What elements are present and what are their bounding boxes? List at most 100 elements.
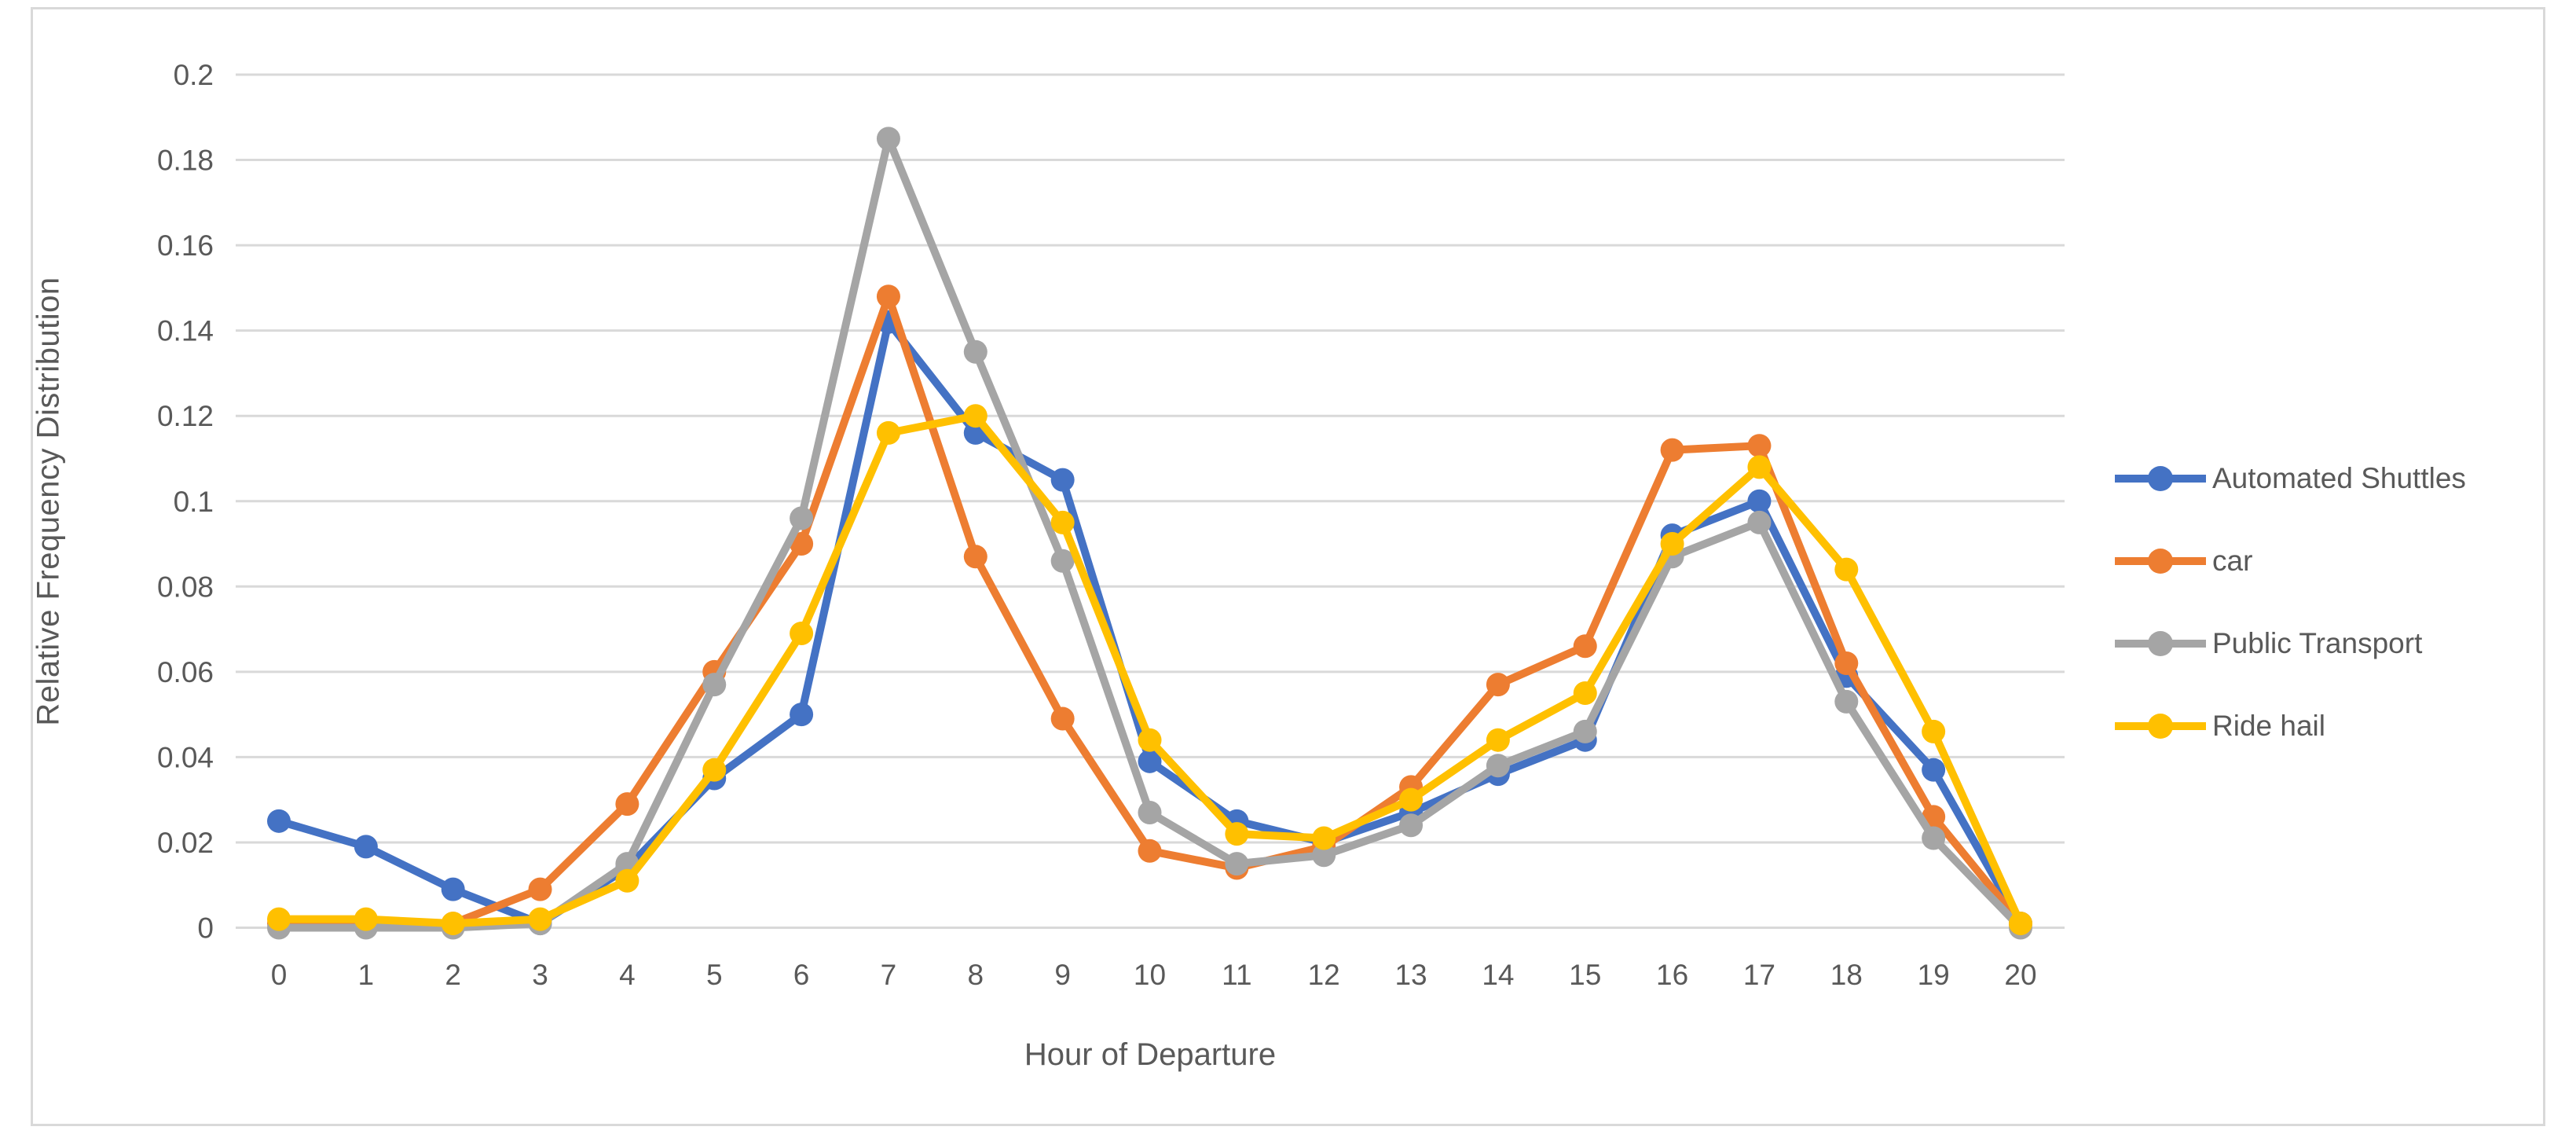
x-tick-label: 16 — [1656, 959, 1688, 991]
x-tick-label: 3 — [532, 959, 548, 991]
x-tick-label: 13 — [1394, 959, 1427, 991]
data-point — [1486, 673, 1510, 697]
data-point — [1573, 634, 1597, 659]
x-tick-label: 19 — [1918, 959, 1950, 991]
data-point — [1312, 826, 1336, 850]
x-tick-label: 6 — [793, 959, 810, 991]
data-point — [441, 877, 465, 901]
chart-legend: Automated Shuttles car Public Transport Rid… — [2113, 437, 2466, 767]
data-point — [1225, 852, 1249, 876]
data-point — [1747, 489, 1772, 513]
legend-item-ride-hail: Ride hail — [2113, 684, 2466, 767]
y-tick-label: 0.14 — [157, 315, 214, 347]
x-tick-label: 4 — [619, 959, 636, 991]
data-point — [876, 284, 900, 309]
legend-marker-icon — [2115, 465, 2206, 491]
legend-marker-icon — [2115, 548, 2206, 574]
y-tick-label: 0 — [197, 912, 214, 945]
x-tick-label: 15 — [1569, 959, 1601, 991]
data-point — [354, 835, 378, 859]
data-point — [1050, 706, 1075, 731]
x-tick-label: 12 — [1308, 959, 1340, 991]
x-tick-label: 14 — [1482, 959, 1514, 991]
x-tick-label: 5 — [706, 959, 723, 991]
y-tick-label: 0.12 — [157, 400, 214, 432]
y-tick-label: 0.08 — [157, 571, 214, 603]
x-tick-label: 11 — [1222, 959, 1251, 991]
data-point — [1747, 510, 1772, 534]
data-point — [790, 703, 814, 727]
data-point — [876, 420, 900, 445]
data-point — [1922, 719, 1946, 743]
x-tick-label: 8 — [968, 959, 984, 991]
data-point — [1050, 549, 1075, 573]
y-axis-title: Relative Frequency Distribution — [31, 277, 66, 726]
series-line-car — [275, 292, 2025, 928]
data-point — [267, 809, 291, 833]
data-point — [1138, 749, 1162, 773]
y-tick-label: 0.06 — [157, 656, 214, 688]
data-point — [2009, 912, 2032, 936]
data-point — [1399, 813, 1424, 838]
y-tick-label: 0.04 — [157, 741, 214, 773]
x-tick-label: 10 — [1134, 959, 1166, 991]
data-point — [354, 907, 378, 931]
data-point — [1138, 728, 1162, 752]
data-point — [1486, 754, 1510, 778]
legend-marker-icon — [2115, 713, 2206, 739]
legend-marker-icon — [2115, 630, 2206, 656]
legend-item-automated-shuttles: Automated Shuttles — [2113, 437, 2466, 519]
x-tick-label: 20 — [2004, 959, 2036, 991]
legend-label: Public Transport — [2212, 626, 2423, 659]
x-tick-label: 7 — [881, 959, 897, 991]
series-line-automated-shuttles — [275, 317, 2025, 928]
data-point — [267, 907, 291, 931]
data-point — [790, 506, 814, 530]
data-point — [528, 877, 552, 901]
x-tick-label: 17 — [1743, 959, 1775, 991]
data-point — [1399, 787, 1424, 812]
data-point — [1225, 822, 1249, 846]
data-point — [1573, 681, 1597, 705]
data-point — [702, 758, 727, 782]
x-tick-label: 2 — [445, 959, 461, 991]
data-point — [615, 868, 639, 893]
data-point — [1050, 510, 1075, 534]
data-point — [702, 673, 727, 697]
data-point — [1312, 843, 1336, 868]
data-point — [963, 404, 988, 428]
chart-outer-border — [31, 7, 2545, 1126]
legend-label: Automated Shuttles — [2212, 461, 2466, 494]
data-point — [1747, 434, 1772, 458]
x-tick-label: 1 — [358, 959, 375, 991]
x-tick-label: 9 — [1054, 959, 1071, 991]
data-point — [1922, 758, 1946, 782]
y-tick-label: 0.16 — [157, 229, 214, 262]
y-tick-label: 0.2 — [174, 59, 214, 91]
data-point — [1050, 468, 1075, 492]
data-point — [1834, 557, 1859, 582]
legend-item-car: car — [2113, 519, 2466, 602]
data-point — [1138, 800, 1162, 824]
data-point — [1922, 826, 1946, 850]
data-point — [963, 339, 988, 364]
y-tick-label: 0.02 — [157, 827, 214, 859]
data-point — [528, 907, 552, 931]
data-point — [1138, 839, 1162, 863]
data-point — [441, 912, 465, 936]
y-tick-label: 0.18 — [157, 145, 214, 177]
legend-label: car — [2212, 544, 2253, 577]
data-point — [1834, 689, 1859, 714]
data-point — [876, 127, 900, 151]
x-tick-label: 18 — [1830, 959, 1863, 991]
data-point — [615, 792, 639, 817]
data-point — [1486, 728, 1510, 752]
x-tick-label: 0 — [271, 959, 288, 991]
legend-item-public-transport: Public Transport — [2113, 602, 2466, 684]
data-point — [1834, 651, 1859, 675]
y-tick-label: 0.1 — [174, 486, 214, 518]
x-axis-title: Hour of Departure — [1024, 1037, 1277, 1072]
data-point — [1573, 719, 1597, 743]
